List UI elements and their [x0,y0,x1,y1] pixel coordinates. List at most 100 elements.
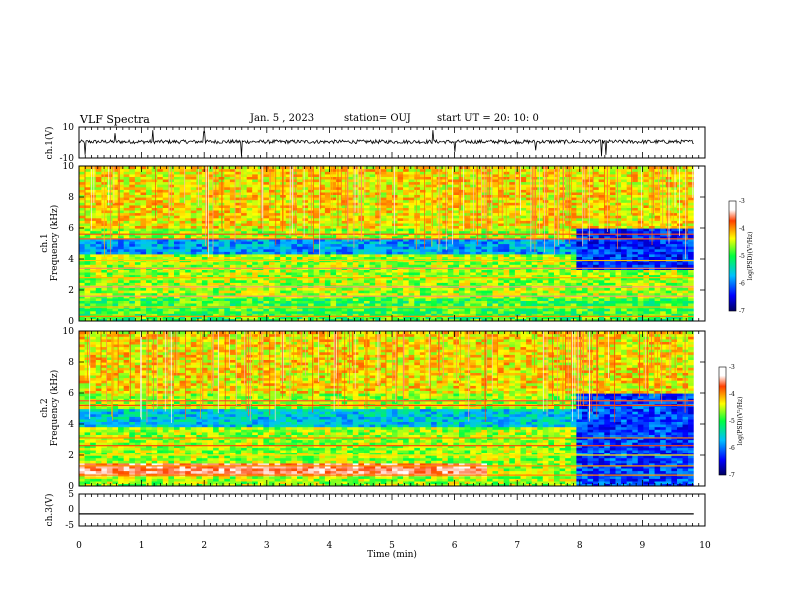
chart-title: VLF Spectra [80,113,150,126]
start-time-label: start UT = 20: 10: 0 [437,113,539,124]
spectrogram-column [218,331,225,486]
spectrogram-column [453,166,460,321]
spectrogram-column [129,331,136,486]
spectrogram-column [615,166,622,321]
ch1-waveform-series [78,130,694,157]
spectrogram-column [464,331,471,486]
spectrogram-column [565,166,572,321]
station-label: station= OUJ [344,113,411,124]
spectrogram-column [570,331,577,486]
spectrogram-column [660,166,667,321]
spectrogram-column [621,166,628,321]
spectrogram-ytick-label: 10 [63,327,75,337]
colorbar-tick-label: -4 [739,226,745,233]
spectrogram-column [526,166,533,321]
x-axis-label: Time (min) [367,549,417,560]
ch1-spectrogram-heatmap [79,166,705,321]
spectrogram-column [352,166,359,321]
ch1-colorbar: -3 -4 -5 -6 -7 log(PSD)(V²/Hz) [728,198,754,315]
spectrogram-column [392,166,399,321]
spectrogram-ytick-label: 8 [68,358,74,368]
spectrogram-column [151,166,158,321]
spectrogram-column [509,331,516,486]
ch1-ylabel-line2: Frequency (kHz) [49,205,60,282]
spectrogram-column [576,166,583,321]
spectrogram-column [598,331,605,486]
ch1-ytick-bottom: -10 [60,154,75,164]
spectrogram-column [526,331,533,486]
spectrogram-column [162,331,169,486]
spectrogram-column [369,166,376,321]
x-tick-label: 9 [640,541,646,551]
spectrogram-column [185,331,192,486]
spectrogram-column [425,166,432,321]
spectrogram-column [459,331,466,486]
spectrogram-column [263,331,270,486]
spectrogram-ytick-label: 0 [68,317,74,327]
spectrogram-column [414,331,421,486]
spectrogram-column [632,331,639,486]
spectrogram-column [682,331,689,486]
spectrogram-column [118,331,125,486]
spectrogram-column [520,166,527,321]
spectrogram-ytick-label: 6 [68,389,74,399]
ch3-waveform-panel: 5 0 -5 ch.3(V) [44,490,706,531]
spectrogram-column [196,331,203,486]
spectrogram-column [492,331,499,486]
spectrogram-column [514,331,522,486]
spectrogram-column [364,166,371,321]
spectrogram-column [643,331,650,486]
spectrogram-column [632,166,639,321]
spectrogram-column [313,331,320,486]
spectrogram-column [637,331,644,486]
ch3-ytick-mid: 0 [68,505,74,515]
spectrogram-column [459,166,466,321]
spectrogram-column [352,331,359,486]
spectrogram-column [386,331,393,486]
colorbar-tick-label: -7 [729,472,735,479]
spectrogram-column [425,331,432,486]
spectrogram-column [593,166,600,321]
colorbar-tick-label: -5 [729,418,735,425]
spectrogram-column [498,166,505,321]
spectrogram-column [185,166,192,321]
spectrogram-column [196,166,203,321]
spectrogram-column [403,166,410,321]
spectrogram-column [229,331,237,486]
spectrogram-column [419,166,427,321]
spectrogram-column [593,331,600,486]
spectrogram-column [548,331,555,486]
spectrogram-column [414,166,421,321]
spectrogram-column [246,166,253,321]
spectrogram-column [95,331,102,486]
spectrogram-column [336,331,343,486]
spectrogram-column [548,166,555,321]
spectrogram-column [174,166,181,321]
colorbar-tick-label: -6 [739,281,745,288]
colorbar-tick-label: -4 [729,391,735,398]
colorbar-tick-label: -5 [739,253,745,260]
spectrogram-column [90,166,97,321]
spectrogram-column [123,331,130,486]
spectrogram-ytick-label: 0 [68,482,74,492]
spectrogram-column [615,331,622,486]
spectrogram-column [447,331,454,486]
spectrogram-column [419,331,427,486]
x-tick-label: 10 [699,541,711,551]
x-tick-label: 4 [327,541,333,551]
ch2-ylabel-line1: ch.2 [40,398,50,417]
spectrogram-column [688,331,695,486]
spectrogram-column [408,166,415,321]
spectrogram-column [213,166,220,321]
spectrogram-column [626,166,633,321]
spectrogram-column [330,166,337,321]
spectrogram-column [162,166,169,321]
spectrogram-column [660,331,667,486]
spectrogram-column [665,331,672,486]
spectrogram-ytick-label: 2 [68,286,74,296]
spectrogram-column [129,166,136,321]
ch1-ylabel: ch.1(V) [44,127,55,160]
spectrogram-column [375,166,382,321]
spectrogram-column [598,166,605,321]
spectrogram-column [207,331,214,486]
